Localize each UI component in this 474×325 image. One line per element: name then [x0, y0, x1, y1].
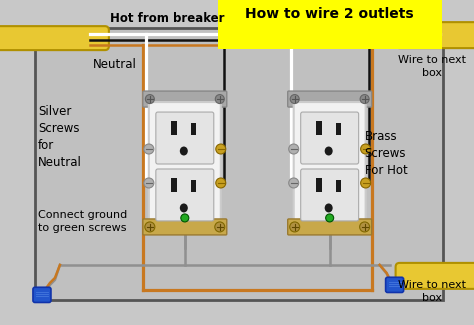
Text: Hot from breaker: Hot from breaker	[110, 12, 224, 25]
FancyBboxPatch shape	[156, 169, 214, 221]
Circle shape	[144, 178, 154, 188]
FancyBboxPatch shape	[143, 91, 227, 107]
Text: How to wire 2 outlets: How to wire 2 outlets	[246, 7, 414, 21]
Circle shape	[290, 95, 299, 104]
FancyBboxPatch shape	[294, 102, 365, 224]
FancyBboxPatch shape	[301, 112, 359, 164]
FancyBboxPatch shape	[396, 263, 474, 289]
FancyBboxPatch shape	[288, 91, 372, 107]
Circle shape	[290, 222, 300, 232]
Ellipse shape	[180, 203, 188, 213]
Bar	[171, 178, 177, 192]
Ellipse shape	[325, 203, 333, 213]
Circle shape	[215, 95, 224, 104]
Text: Wire to next
box: Wire to next box	[398, 55, 465, 78]
Bar	[171, 121, 177, 135]
Circle shape	[326, 214, 334, 222]
Bar	[191, 180, 196, 192]
Bar	[336, 123, 341, 135]
Circle shape	[361, 144, 371, 154]
Bar	[336, 180, 341, 192]
Circle shape	[216, 178, 226, 188]
Circle shape	[144, 144, 154, 154]
Bar	[191, 123, 196, 135]
Circle shape	[361, 178, 371, 188]
Circle shape	[216, 144, 226, 154]
FancyBboxPatch shape	[301, 169, 359, 221]
Circle shape	[360, 95, 369, 104]
Text: Brass
Screws
For Hot: Brass Screws For Hot	[365, 130, 407, 177]
Circle shape	[289, 144, 299, 154]
Circle shape	[360, 222, 370, 232]
Ellipse shape	[325, 147, 333, 155]
FancyBboxPatch shape	[386, 277, 403, 292]
Circle shape	[146, 95, 155, 104]
FancyBboxPatch shape	[33, 287, 51, 303]
FancyBboxPatch shape	[143, 219, 227, 235]
Circle shape	[181, 214, 189, 222]
FancyBboxPatch shape	[0, 26, 109, 50]
Text: Silver
Screws
for
Neutral: Silver Screws for Neutral	[38, 105, 82, 169]
Bar	[316, 178, 322, 192]
FancyBboxPatch shape	[288, 219, 372, 235]
Circle shape	[145, 222, 155, 232]
FancyBboxPatch shape	[149, 102, 221, 224]
Bar	[35, 28, 443, 300]
Circle shape	[289, 178, 299, 188]
Text: Wire to next
box: Wire to next box	[398, 280, 465, 303]
FancyBboxPatch shape	[396, 22, 474, 48]
Ellipse shape	[180, 147, 188, 155]
Text: Neutral: Neutral	[93, 58, 137, 71]
Circle shape	[215, 222, 225, 232]
Text: Connect ground
to green screws: Connect ground to green screws	[38, 210, 127, 233]
Bar	[316, 121, 322, 135]
FancyBboxPatch shape	[156, 112, 214, 164]
